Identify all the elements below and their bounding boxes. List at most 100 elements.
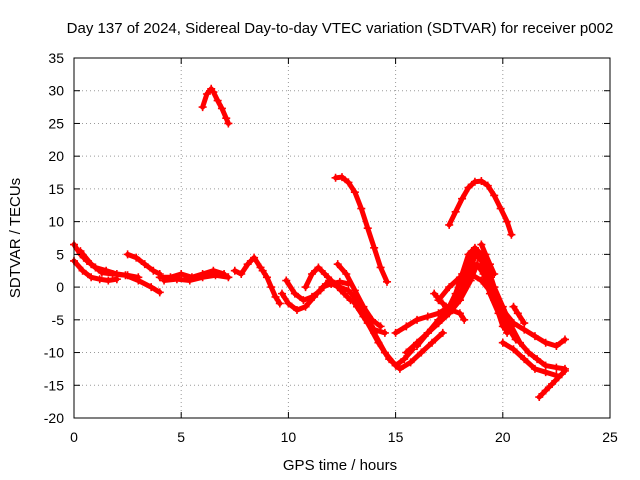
- data-point: [277, 289, 286, 298]
- data-point: [338, 173, 346, 182]
- data-point: [430, 289, 439, 298]
- data-point: [217, 104, 226, 113]
- data-point: [451, 207, 460, 216]
- data-point: [282, 276, 291, 285]
- data-point: [380, 328, 389, 337]
- data-point: [530, 364, 539, 373]
- data-point: [353, 302, 362, 311]
- data-point: [524, 348, 533, 357]
- data-point: [307, 292, 316, 301]
- data-point: [533, 355, 542, 364]
- series-line: [335, 261, 384, 329]
- data-point: [213, 96, 222, 105]
- data-point: [198, 273, 207, 282]
- data-point: [447, 306, 456, 314]
- data-point: [548, 379, 557, 388]
- data-point: [222, 114, 231, 123]
- data-point: [458, 270, 467, 278]
- data-point: [490, 191, 499, 200]
- data-series-trace-3: [445, 177, 516, 239]
- data-series-trace-25: [430, 289, 469, 324]
- data-series-trace-7: [123, 250, 164, 278]
- data-point: [224, 273, 233, 282]
- data-point: [434, 319, 443, 328]
- data-point: [483, 181, 492, 190]
- data-point: [342, 270, 351, 278]
- data-point: [406, 358, 415, 367]
- data-point: [104, 276, 113, 285]
- data-point: [560, 335, 569, 344]
- tick-marks: [73, 57, 611, 419]
- data-point: [290, 289, 299, 298]
- data-point: [243, 260, 252, 269]
- data-point: [509, 302, 518, 311]
- data-point: [552, 342, 561, 350]
- data-point: [230, 266, 239, 275]
- data-point: [134, 276, 143, 285]
- data-point: [357, 204, 366, 213]
- data-point: [464, 183, 473, 192]
- data-series-trace-28: [535, 366, 569, 402]
- data-point: [413, 315, 422, 324]
- x-tick-label: 5: [177, 429, 185, 445]
- data-point: [149, 266, 158, 275]
- data-point: [520, 355, 529, 364]
- data-point: [320, 270, 329, 278]
- data-series-trace-2: [331, 173, 392, 286]
- data-point: [385, 355, 394, 364]
- data-point: [391, 328, 400, 337]
- series-line: [500, 340, 559, 378]
- data-point: [198, 103, 207, 112]
- data-point: [250, 253, 259, 262]
- plot-frame: [73, 57, 611, 419]
- data-point: [370, 243, 379, 252]
- data-point: [78, 266, 87, 275]
- data-point: [237, 270, 246, 278]
- data-point: [185, 276, 194, 285]
- data-point: [97, 268, 106, 277]
- data-point: [554, 373, 563, 382]
- data-point: [363, 224, 372, 233]
- series-line: [478, 242, 497, 277]
- y-tick-label: 15: [48, 181, 64, 197]
- data-point: [477, 276, 486, 285]
- data-point: [368, 315, 377, 324]
- data-point: [147, 283, 156, 292]
- data-point: [451, 289, 460, 298]
- data-point: [530, 332, 539, 341]
- data-point: [481, 250, 490, 259]
- series-line: [77, 248, 163, 295]
- data-point: [301, 283, 310, 292]
- data-series-trace-16: [333, 260, 385, 331]
- data-point: [177, 270, 186, 278]
- data-point: [513, 309, 522, 318]
- y-tick-label: 10: [48, 214, 64, 230]
- data-point: [485, 260, 494, 269]
- y-tick-label: 35: [48, 50, 64, 66]
- data-point: [473, 260, 482, 269]
- data-point: [211, 271, 220, 280]
- data-point: [123, 250, 132, 259]
- x-tick-label: 0: [70, 429, 78, 445]
- data-series-trace-9: [160, 271, 233, 285]
- data-point: [363, 319, 372, 328]
- data-point: [490, 283, 499, 292]
- data-point: [535, 393, 544, 402]
- data-point: [348, 296, 357, 305]
- data-point: [344, 178, 353, 187]
- data-series-trace-6: [76, 247, 164, 297]
- y-axis-label: SDTVAR / TECUs: [7, 178, 24, 298]
- data-point: [507, 230, 516, 239]
- y-tick-label: -5: [52, 312, 65, 328]
- data-point: [155, 288, 164, 297]
- data-point: [172, 275, 181, 284]
- data-point: [496, 204, 505, 213]
- data-point: [490, 270, 499, 278]
- data-point: [376, 263, 385, 272]
- data-point: [541, 338, 550, 347]
- chart-title: Day 137 of 2024, Sidereal Day-to-day VTE…: [67, 20, 614, 37]
- y-tick-label: 20: [48, 148, 64, 164]
- y-tick-label: 30: [48, 83, 64, 99]
- data-point: [314, 263, 323, 272]
